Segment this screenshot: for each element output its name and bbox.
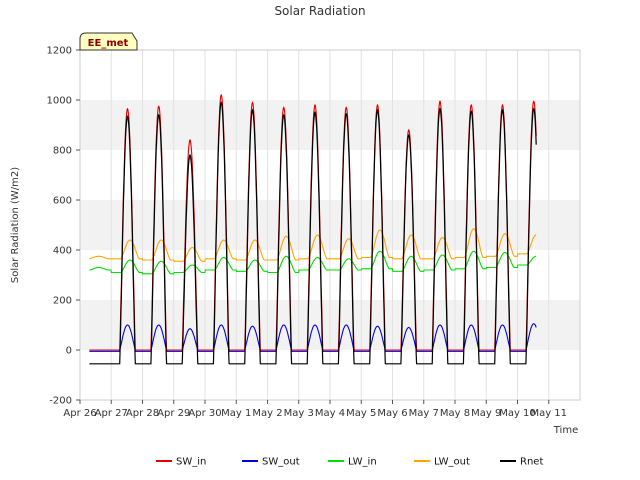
y-tick-label: 400 xyxy=(53,246,72,257)
badge-label: EE_met xyxy=(88,38,129,49)
x-tick-label: May 5 xyxy=(346,408,376,419)
x-tick-label: May 3 xyxy=(284,408,314,419)
y-tick-label: 600 xyxy=(53,196,72,207)
y-axis-ticks: -200 0 200 400 600 800 1000 1200 xyxy=(47,46,80,407)
x-tick-label: Apr 30 xyxy=(188,408,221,419)
x-tick-label: May 1 xyxy=(221,408,251,419)
y-tick-label: 0 xyxy=(66,346,72,357)
x-tick-label: May 8 xyxy=(440,408,470,419)
y-tick-label: 1200 xyxy=(47,46,72,57)
legend-label-rnet: Rnet xyxy=(520,457,543,468)
station-badge: EE_met xyxy=(79,32,138,51)
legend-label-lw-out: LW_out xyxy=(434,457,470,468)
y-tick-label: 800 xyxy=(53,146,72,157)
x-tick-label: Apr 28 xyxy=(126,408,159,419)
x-tick-label: May 2 xyxy=(252,408,282,419)
legend-label-sw-out: SW_out xyxy=(262,457,300,468)
x-tick-label: May 4 xyxy=(315,408,345,419)
x-tick-label: May 7 xyxy=(409,408,439,419)
x-tick-label: May 10 xyxy=(499,408,536,419)
x-tick-label: Apr 27 xyxy=(95,408,128,419)
series-line-rnet xyxy=(89,101,537,365)
chart-title: Solar Radiation xyxy=(274,4,365,18)
x-tick-label: May 6 xyxy=(377,408,407,419)
legend-label-lw-in: LW_in xyxy=(348,457,377,468)
x-tick-label: Apr 26 xyxy=(63,408,96,419)
series-lines xyxy=(89,93,537,365)
y-axis-title: Solar Radiation (W/m2) xyxy=(10,167,21,283)
x-tick-label: May 9 xyxy=(471,408,501,419)
legend: SW_in SW_out LW_in LW_out Rnet xyxy=(156,457,543,468)
y-tick-label: -200 xyxy=(49,396,72,407)
y-tick-label: 1000 xyxy=(47,96,72,107)
y-tick-label: 200 xyxy=(53,296,72,307)
x-axis-title: Time xyxy=(553,425,578,436)
x-tick-label: Apr 29 xyxy=(157,408,190,419)
legend-label-sw-in: SW_in xyxy=(176,457,206,468)
series-line-sw-out xyxy=(89,323,537,352)
badge-box xyxy=(79,32,138,51)
x-tick-label: May 11 xyxy=(530,408,567,419)
